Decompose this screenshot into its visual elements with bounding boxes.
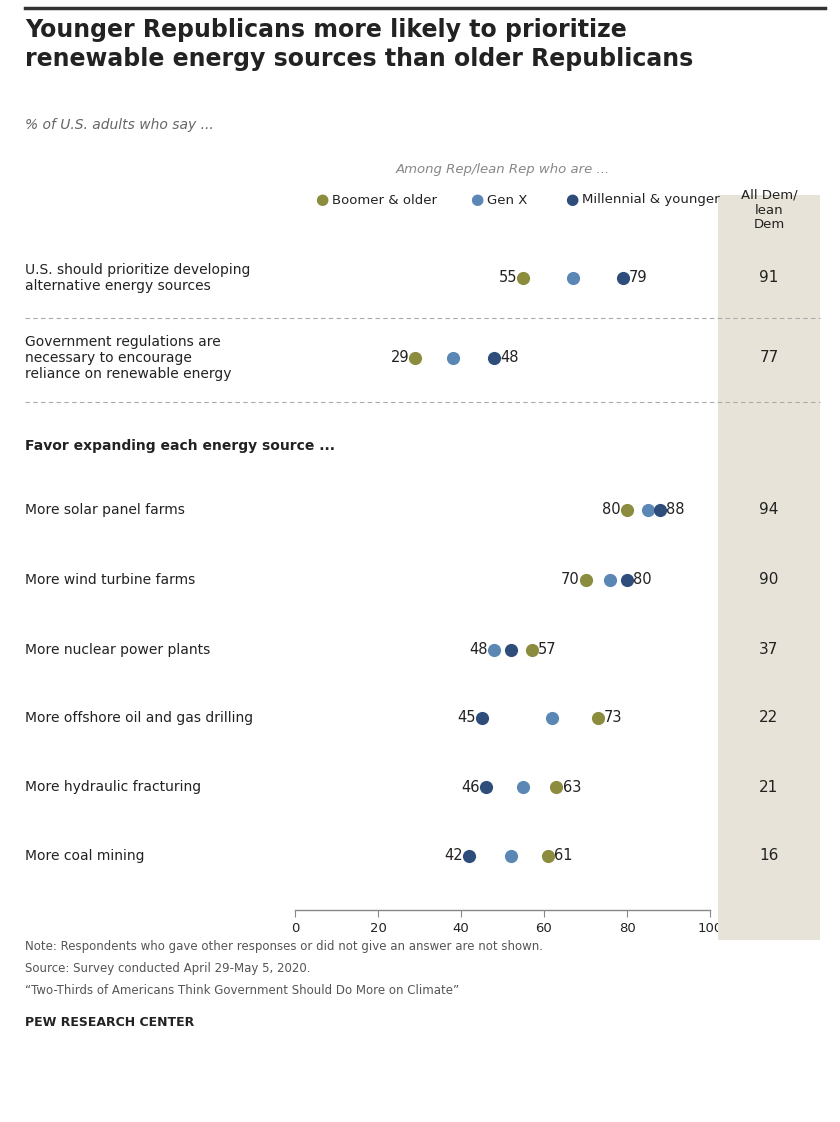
- Text: 70: 70: [560, 572, 580, 588]
- Text: 94: 94: [759, 503, 779, 517]
- Text: Government regulations are
necessary to encourage
reliance on renewable energy: Government regulations are necessary to …: [25, 334, 232, 381]
- Text: 42: 42: [444, 848, 463, 864]
- Point: [504, 847, 517, 865]
- Point: [604, 571, 617, 589]
- Text: Favor expanding each energy source ...: Favor expanding each energy source ...: [25, 439, 335, 453]
- Text: Note: Respondents who gave other responses or did not give an answer are not sho: Note: Respondents who gave other respons…: [25, 940, 543, 953]
- Text: U.S. should prioritize developing
alternative energy sources: U.S. should prioritize developing altern…: [25, 263, 250, 293]
- Point: [479, 778, 492, 795]
- Text: 80: 80: [602, 503, 621, 517]
- Point: [408, 349, 422, 367]
- Text: “Two-Thirds of Americans Think Government Should Do More on Climate”: “Two-Thirds of Americans Think Governmen…: [25, 984, 459, 997]
- Text: Millennial & younger: Millennial & younger: [582, 193, 719, 206]
- Point: [591, 709, 605, 727]
- Text: ●: ●: [315, 193, 328, 208]
- Point: [525, 641, 538, 659]
- Point: [517, 778, 530, 795]
- Text: Source: Survey conducted April 29-May 5, 2020.: Source: Survey conducted April 29-May 5,…: [25, 962, 311, 975]
- Text: 88: 88: [666, 503, 685, 517]
- Point: [620, 502, 633, 519]
- Text: 21: 21: [759, 780, 779, 794]
- Text: 90: 90: [759, 572, 779, 588]
- Text: Boomer & older: Boomer & older: [332, 193, 437, 206]
- Text: Younger Republicans more likely to prioritize
renewable energy sources than olde: Younger Republicans more likely to prior…: [25, 18, 693, 71]
- Text: More hydraulic fracturing: More hydraulic fracturing: [25, 780, 201, 794]
- Point: [504, 641, 517, 659]
- Text: 79: 79: [629, 270, 648, 285]
- Point: [517, 269, 530, 287]
- Text: 91: 91: [759, 270, 779, 285]
- Text: 80: 80: [633, 572, 652, 588]
- Point: [620, 571, 633, 589]
- Text: More nuclear power plants: More nuclear power plants: [25, 643, 210, 657]
- Text: 73: 73: [604, 710, 622, 726]
- Point: [549, 778, 563, 795]
- Point: [579, 571, 592, 589]
- Text: More solar panel farms: More solar panel farms: [25, 503, 185, 517]
- Text: PEW RESEARCH CENTER: PEW RESEARCH CENTER: [25, 1017, 194, 1029]
- Text: 61: 61: [554, 848, 573, 864]
- Text: % of U.S. adults who say ...: % of U.S. adults who say ...: [25, 118, 213, 132]
- Text: 29: 29: [391, 350, 409, 366]
- Text: More wind turbine farms: More wind turbine farms: [25, 573, 195, 587]
- Text: 63: 63: [563, 780, 581, 794]
- Point: [546, 709, 559, 727]
- Text: More offshore oil and gas drilling: More offshore oil and gas drilling: [25, 711, 253, 725]
- Point: [487, 349, 501, 367]
- Text: All Dem/
lean
Dem: All Dem/ lean Dem: [741, 188, 797, 231]
- Point: [463, 847, 476, 865]
- Point: [542, 847, 555, 865]
- Point: [475, 709, 489, 727]
- Text: 46: 46: [461, 780, 480, 794]
- Text: Among Rep/lean Rep who are ...: Among Rep/lean Rep who are ...: [396, 164, 610, 176]
- Text: ●: ●: [470, 193, 483, 208]
- Point: [446, 349, 459, 367]
- Text: Gen X: Gen X: [487, 193, 528, 206]
- Point: [487, 641, 501, 659]
- Text: 45: 45: [457, 710, 475, 726]
- Text: 57: 57: [538, 643, 556, 657]
- Point: [654, 502, 667, 519]
- Text: 16: 16: [759, 848, 779, 864]
- Text: 37: 37: [759, 643, 779, 657]
- Text: More coal mining: More coal mining: [25, 849, 144, 863]
- Point: [566, 269, 580, 287]
- Point: [616, 269, 629, 287]
- Text: 22: 22: [759, 710, 779, 726]
- Point: [641, 502, 654, 519]
- Text: 55: 55: [498, 270, 517, 285]
- Text: 48: 48: [470, 643, 488, 657]
- Text: ●: ●: [565, 193, 578, 208]
- Text: 48: 48: [501, 350, 519, 366]
- Text: 77: 77: [759, 350, 779, 366]
